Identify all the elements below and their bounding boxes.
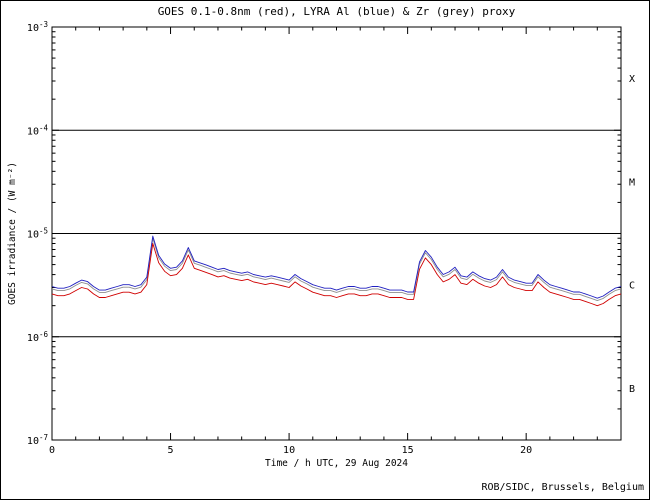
series-lyra-zr-proxy (51, 237, 622, 302)
y-tick-label: 10-7 (27, 433, 48, 447)
y-axis-title: GOES irradiance / (W m⁻²) (7, 162, 18, 305)
credit-text: ROB/SIDC, Brussels, Belgium (481, 482, 644, 493)
x-axis-title: Time / h UTC, 29 Aug 2024 (265, 458, 408, 469)
x-tick-label: 10 (283, 445, 295, 456)
flare-class-label-x: X (629, 74, 635, 85)
y-tick-label: 10-6 (27, 330, 49, 344)
y-tick-label: 10-4 (27, 123, 49, 137)
series-goes-0-1-0-8nm (51, 243, 622, 307)
x-tick-label: 15 (402, 445, 414, 456)
x-tick-label: 5 (168, 445, 174, 456)
axis-ticks (51, 26, 622, 441)
flare-class-label-b: B (629, 384, 635, 395)
y-tick-label: 10-3 (27, 20, 48, 34)
flare-class-label-c: C (629, 281, 635, 292)
chart-title: GOES 0.1-0.8nm (red), LYRA Al (blue) & Z… (158, 5, 516, 18)
x-tick-label: 0 (49, 445, 55, 456)
axis-tick-labels: 10-3 10-4 10-5 10-6 10-70 5 10 15 20 (27, 20, 532, 456)
flare-class-labels: X M C B (629, 74, 635, 395)
y-tick-label: 10-5 (27, 227, 48, 241)
flare-class-label-m: M (629, 177, 635, 188)
data-series (51, 235, 622, 307)
reference-lines (52, 129, 621, 338)
series-lyra-al-proxy (51, 235, 622, 299)
x-tick-label: 20 (520, 445, 532, 456)
